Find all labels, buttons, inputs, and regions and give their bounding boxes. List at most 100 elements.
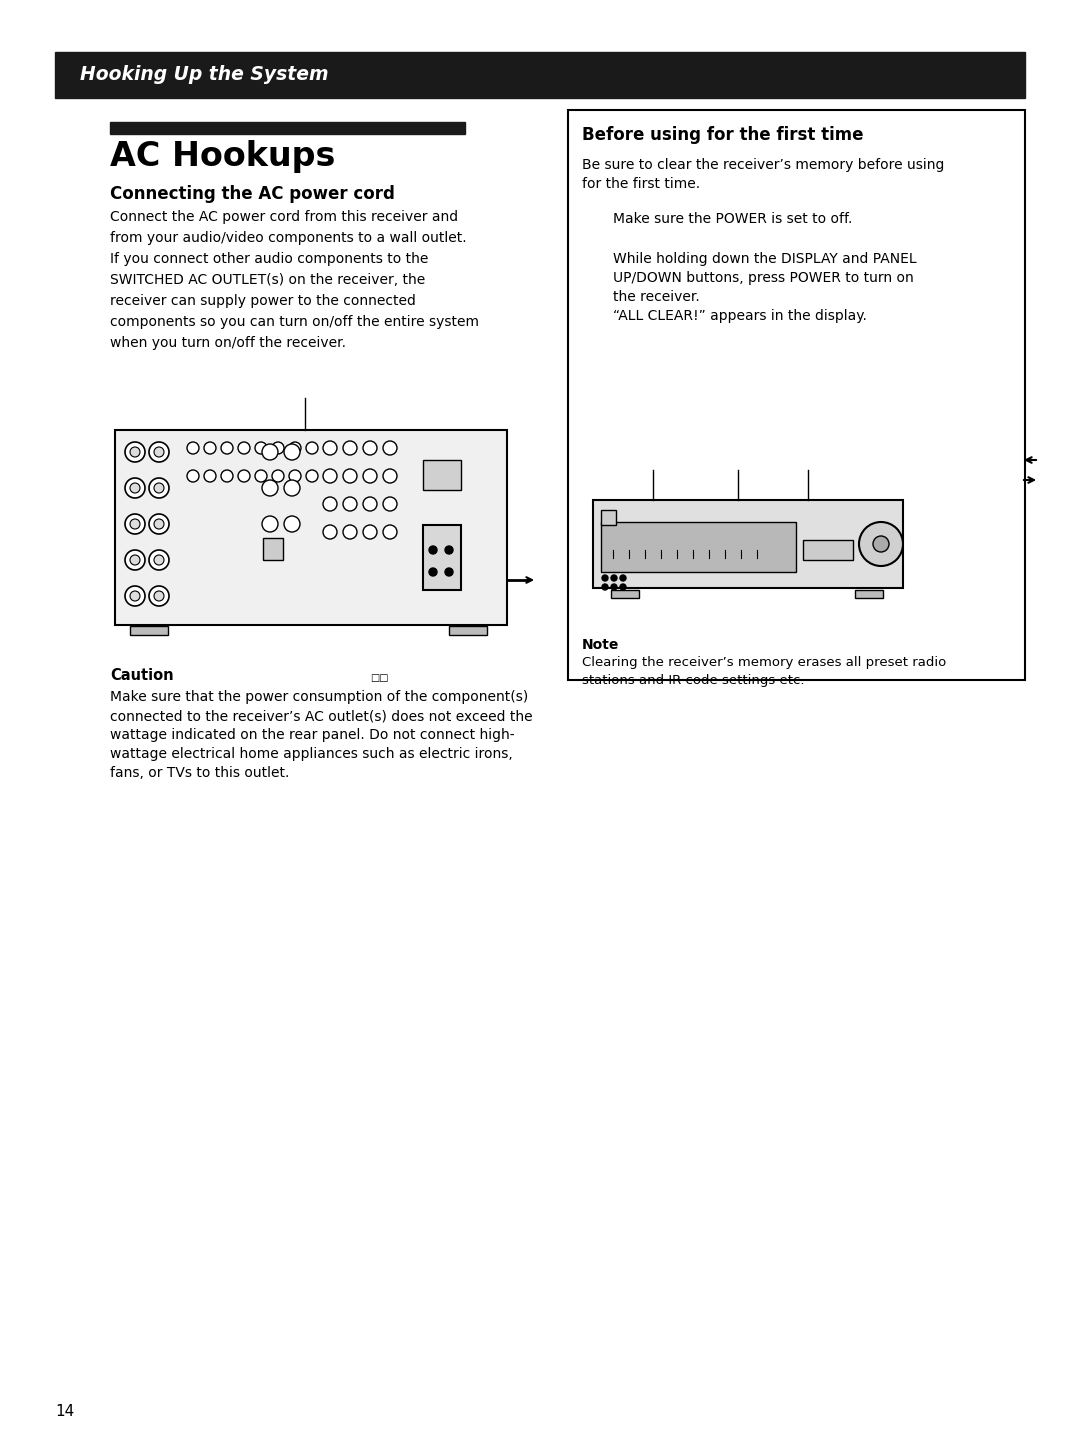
- Bar: [568, 109, 1025, 681]
- Circle shape: [429, 545, 437, 554]
- Circle shape: [154, 591, 164, 602]
- Text: Before using for the first time: Before using for the first time: [582, 127, 864, 144]
- Text: for the first time.: for the first time.: [582, 177, 700, 191]
- Circle shape: [255, 471, 267, 482]
- Circle shape: [383, 525, 397, 540]
- Text: when you turn on/off the receiver.: when you turn on/off the receiver.: [110, 335, 346, 350]
- Text: wattage electrical home appliances such as electric irons,: wattage electrical home appliances such …: [110, 747, 513, 761]
- Bar: [423, 525, 461, 590]
- Text: “ALL CLEAR!” appears in the display.: “ALL CLEAR!” appears in the display.: [613, 309, 867, 322]
- Text: While holding down the DISPLAY and PANEL: While holding down the DISPLAY and PANEL: [613, 252, 917, 266]
- Circle shape: [284, 481, 300, 496]
- Text: connected to the receiver’s AC outlet(s) does not exceed the: connected to the receiver’s AC outlet(s)…: [110, 709, 532, 722]
- Circle shape: [125, 586, 145, 606]
- Circle shape: [323, 496, 337, 511]
- Bar: [130, 626, 168, 635]
- Bar: [600, 522, 796, 571]
- Text: 14: 14: [55, 1404, 75, 1419]
- Text: the receiver.: the receiver.: [613, 291, 700, 304]
- Circle shape: [343, 525, 357, 540]
- Circle shape: [306, 442, 318, 453]
- Circle shape: [289, 442, 301, 453]
- Circle shape: [130, 555, 140, 566]
- Text: wattage indicated on the rear panel. Do not connect high-: wattage indicated on the rear panel. Do …: [110, 728, 515, 743]
- Circle shape: [130, 484, 140, 494]
- Circle shape: [154, 484, 164, 494]
- Circle shape: [306, 471, 318, 482]
- Bar: [449, 626, 487, 635]
- Circle shape: [859, 522, 903, 566]
- Text: AC Hookups: AC Hookups: [110, 140, 336, 173]
- Circle shape: [873, 535, 889, 553]
- Text: Clearing the receiver’s memory erases all preset radio: Clearing the receiver’s memory erases al…: [582, 656, 946, 669]
- Circle shape: [149, 586, 168, 606]
- Circle shape: [363, 440, 377, 455]
- Circle shape: [289, 471, 301, 482]
- Circle shape: [130, 591, 140, 602]
- Bar: [55, 52, 1025, 98]
- Text: Make sure the POWER is set to off.: Make sure the POWER is set to off.: [613, 212, 852, 226]
- Text: Make sure that the power consumption of the component(s): Make sure that the power consumption of …: [110, 689, 528, 704]
- Bar: [611, 590, 639, 599]
- Circle shape: [284, 517, 300, 532]
- Circle shape: [255, 442, 267, 453]
- Text: stations and IR code settings etc.: stations and IR code settings etc.: [582, 673, 805, 686]
- Circle shape: [611, 576, 617, 581]
- Circle shape: [323, 525, 337, 540]
- Circle shape: [343, 440, 357, 455]
- Circle shape: [343, 469, 357, 484]
- Circle shape: [363, 496, 377, 511]
- Text: SWITCHED AC OUTLET(s) on the receiver, the: SWITCHED AC OUTLET(s) on the receiver, t…: [110, 273, 426, 286]
- Text: UP/DOWN buttons, press POWER to turn on: UP/DOWN buttons, press POWER to turn on: [613, 271, 914, 285]
- Circle shape: [363, 469, 377, 484]
- Circle shape: [445, 545, 453, 554]
- Bar: [600, 509, 616, 525]
- Bar: [804, 540, 853, 560]
- Circle shape: [323, 469, 337, 484]
- Circle shape: [262, 481, 278, 496]
- Circle shape: [620, 576, 626, 581]
- Circle shape: [272, 471, 284, 482]
- Bar: [423, 460, 461, 491]
- Bar: [855, 590, 883, 599]
- Circle shape: [187, 442, 199, 453]
- Text: Connecting the AC power cord: Connecting the AC power cord: [110, 186, 395, 203]
- Circle shape: [445, 568, 453, 576]
- Text: fans, or TVs to this outlet.: fans, or TVs to this outlet.: [110, 766, 289, 780]
- Circle shape: [204, 442, 216, 453]
- Circle shape: [130, 448, 140, 458]
- Circle shape: [154, 555, 164, 566]
- Circle shape: [149, 442, 168, 462]
- Circle shape: [125, 514, 145, 534]
- Circle shape: [343, 496, 357, 511]
- Circle shape: [149, 514, 168, 534]
- Circle shape: [429, 568, 437, 576]
- Circle shape: [204, 471, 216, 482]
- Circle shape: [221, 442, 233, 453]
- Circle shape: [383, 469, 397, 484]
- Circle shape: [125, 442, 145, 462]
- Circle shape: [620, 584, 626, 590]
- Circle shape: [130, 519, 140, 530]
- Circle shape: [238, 471, 249, 482]
- Circle shape: [272, 442, 284, 453]
- Text: Caution: Caution: [110, 668, 174, 684]
- Circle shape: [284, 445, 300, 460]
- Circle shape: [125, 478, 145, 498]
- Circle shape: [187, 471, 199, 482]
- Circle shape: [221, 471, 233, 482]
- Circle shape: [149, 550, 168, 570]
- Text: Be sure to clear the receiver’s memory before using: Be sure to clear the receiver’s memory b…: [582, 158, 944, 173]
- Text: If you connect other audio components to the: If you connect other audio components to…: [110, 252, 429, 266]
- Text: Note: Note: [582, 637, 619, 652]
- Circle shape: [262, 517, 278, 532]
- Text: □□: □□: [370, 673, 389, 684]
- Circle shape: [611, 584, 617, 590]
- Circle shape: [149, 478, 168, 498]
- Circle shape: [323, 440, 337, 455]
- Circle shape: [383, 440, 397, 455]
- Circle shape: [154, 448, 164, 458]
- Bar: [110, 122, 465, 134]
- Circle shape: [602, 584, 608, 590]
- Circle shape: [363, 525, 377, 540]
